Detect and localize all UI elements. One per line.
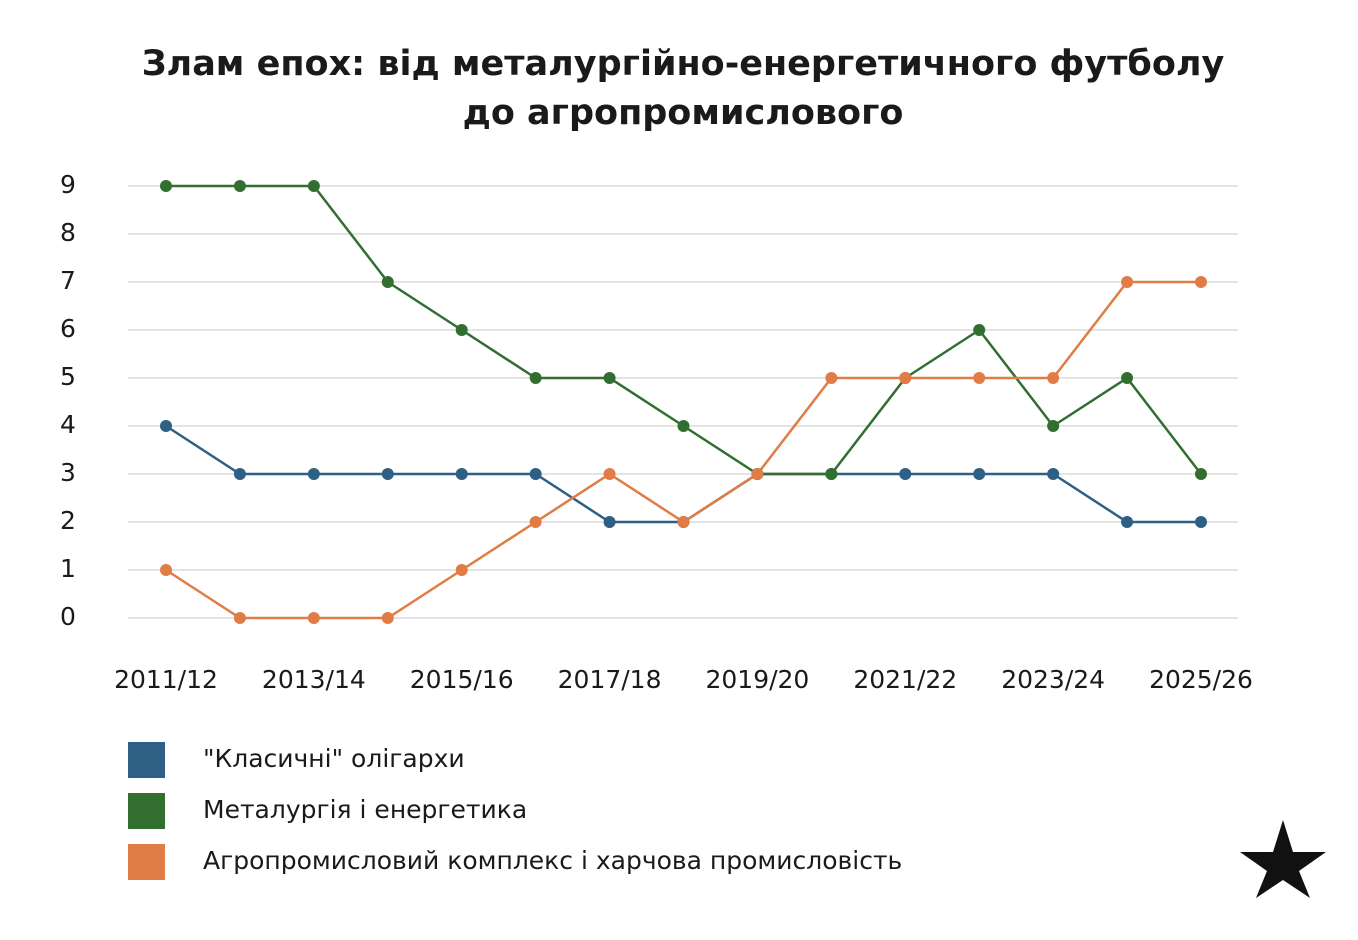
y-tick-label: 2 (60, 506, 76, 535)
point (1195, 468, 1207, 480)
y-tick-label: 1 (60, 554, 76, 583)
x-tick-label: 2025/26 (1149, 665, 1253, 694)
point (455, 324, 468, 336)
x-tick-label: 2015/16 (410, 665, 514, 694)
point (973, 324, 986, 336)
point (973, 468, 986, 480)
point (1047, 420, 1060, 432)
point (973, 372, 986, 384)
point (529, 516, 542, 528)
series-line (165, 280, 1201, 620)
point (825, 372, 838, 384)
x-tick-label: 2023/24 (1001, 665, 1105, 694)
x-tick-label: 2013/14 (262, 665, 366, 694)
point (825, 468, 838, 480)
legend-label: Металургія і енергетика (203, 795, 527, 824)
point (381, 612, 394, 624)
point (233, 612, 246, 624)
point (233, 468, 246, 480)
point (160, 564, 172, 576)
y-tick-label: 4 (60, 410, 76, 439)
logo (1240, 820, 1326, 898)
point (677, 516, 690, 528)
point (1121, 276, 1134, 288)
legend-swatch (128, 844, 165, 880)
point (1047, 468, 1060, 480)
y-tick-label: 6 (60, 314, 76, 343)
point (455, 564, 468, 576)
point (1047, 372, 1060, 384)
point (381, 468, 394, 480)
point (160, 180, 172, 192)
point (529, 372, 542, 384)
chart-title: Злам епох: від металургійно-енергетичног… (142, 44, 1225, 84)
y-tick-label: 3 (60, 458, 76, 487)
x-tick-label: 2021/22 (853, 665, 957, 694)
x-tick-label: 2011/12 (114, 665, 218, 694)
point (307, 468, 320, 480)
y-tick-label: 0 (60, 602, 76, 631)
x-tick-label: 2019/20 (705, 665, 809, 694)
point (1195, 516, 1207, 528)
legend-swatch (128, 742, 165, 778)
point (160, 420, 172, 432)
legend-label: Агропромисловий комплекс і харчова проми… (203, 846, 902, 875)
point (307, 612, 320, 624)
point (307, 180, 320, 192)
point (899, 468, 912, 480)
y-tick-label: 7 (60, 266, 76, 295)
y-tick-label: 9 (60, 170, 76, 199)
point (1121, 372, 1134, 384)
x-tick-label: 2017/18 (558, 665, 662, 694)
point (381, 276, 394, 288)
point (603, 468, 616, 480)
y-tick-label: 8 (60, 218, 76, 247)
chart-title: до агропромислового (463, 93, 904, 133)
point (233, 180, 246, 192)
point (751, 468, 764, 480)
legend-swatch (128, 793, 165, 829)
point (603, 516, 616, 528)
legend-label: "Класичні" олігархи (203, 744, 465, 773)
y-tick-label: 5 (60, 362, 76, 391)
point (677, 420, 690, 432)
point (1195, 276, 1207, 288)
point (455, 468, 468, 480)
point (1121, 516, 1134, 528)
point (603, 372, 616, 384)
point (529, 468, 542, 480)
point (899, 372, 912, 384)
